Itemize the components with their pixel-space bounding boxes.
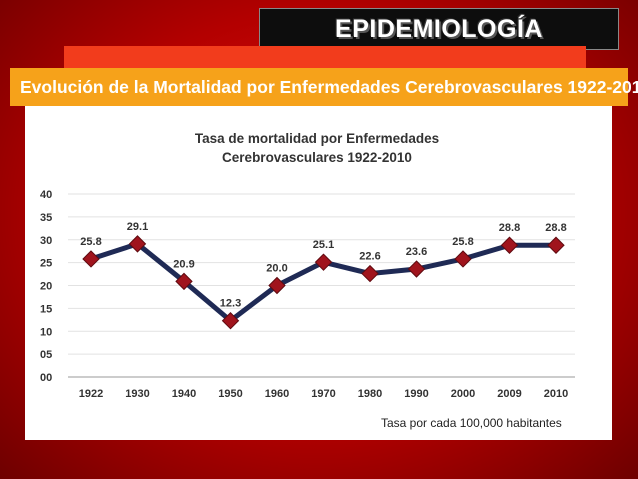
data-point-marker — [268, 276, 286, 295]
data-point-marker — [361, 264, 379, 283]
x-tick-label: 2009 — [497, 388, 521, 400]
x-tick-label: 1970 — [311, 388, 335, 400]
data-point-marker — [128, 235, 147, 253]
x-tick-label: 1960 — [265, 388, 289, 400]
data-label: 20.0 — [266, 263, 287, 275]
title-banner: Evolución de la Mortalidad por Enfermeda… — [10, 68, 638, 106]
y-tick-label: 15 — [40, 303, 52, 315]
data-point-marker — [221, 312, 240, 330]
slide-header: EPIDEMIOLOGÍA — [259, 8, 619, 50]
data-point-marker — [82, 250, 100, 268]
data-point-marker — [407, 260, 426, 278]
y-tick-label: 20 — [40, 281, 52, 293]
footnote: Tasa por cada 100,000 habitantes — [381, 416, 562, 430]
data-label: 22.6 — [359, 251, 380, 263]
x-tick-label: 1950 — [218, 388, 242, 400]
y-tick-label: 30 — [40, 235, 52, 247]
x-tick-label: 1922 — [79, 388, 103, 400]
data-point-marker — [454, 250, 472, 268]
chart-title-line: Cerebrovasculares 1922-2010 — [222, 150, 412, 165]
x-tick-label: 2010 — [544, 388, 568, 400]
y-tick-label: 10 — [40, 326, 52, 338]
x-tick-label: 1980 — [358, 388, 382, 400]
x-tick-label: 1990 — [404, 388, 428, 400]
header-text: EPIDEMIOLOGÍA — [335, 14, 543, 43]
data-label: 28.8 — [499, 222, 520, 234]
data-label: 20.9 — [173, 258, 194, 270]
data-label: 23.6 — [406, 246, 427, 258]
x-tick-label: 1940 — [172, 388, 196, 400]
data-point-marker — [500, 236, 519, 254]
data-point-marker — [547, 236, 565, 254]
data-label: 25.8 — [80, 236, 101, 248]
data-label: 12.3 — [220, 298, 241, 310]
chart-title-line: Tasa de mortalidad por Enfermedades — [195, 131, 439, 146]
y-tick-label: 00 — [40, 372, 52, 384]
data-label: 25.1 — [313, 239, 334, 251]
data-label: 25.8 — [452, 236, 473, 248]
x-tick-label: 1930 — [125, 388, 149, 400]
data-point-marker — [175, 272, 193, 291]
y-tick-label: 35 — [40, 212, 52, 224]
data-label: 28.8 — [545, 222, 566, 234]
data-label: 29.1 — [127, 221, 148, 233]
y-tick-label: 05 — [40, 349, 52, 361]
y-tick-label: 40 — [40, 189, 52, 201]
y-tick-label: 25 — [40, 258, 52, 270]
banner-text: Evolución de la Mortalidad por Enfermeda… — [20, 76, 638, 97]
x-tick-label: 2000 — [451, 388, 475, 400]
data-point-marker — [314, 253, 333, 271]
decorative-strip — [64, 46, 586, 68]
chart-panel — [25, 106, 612, 440]
